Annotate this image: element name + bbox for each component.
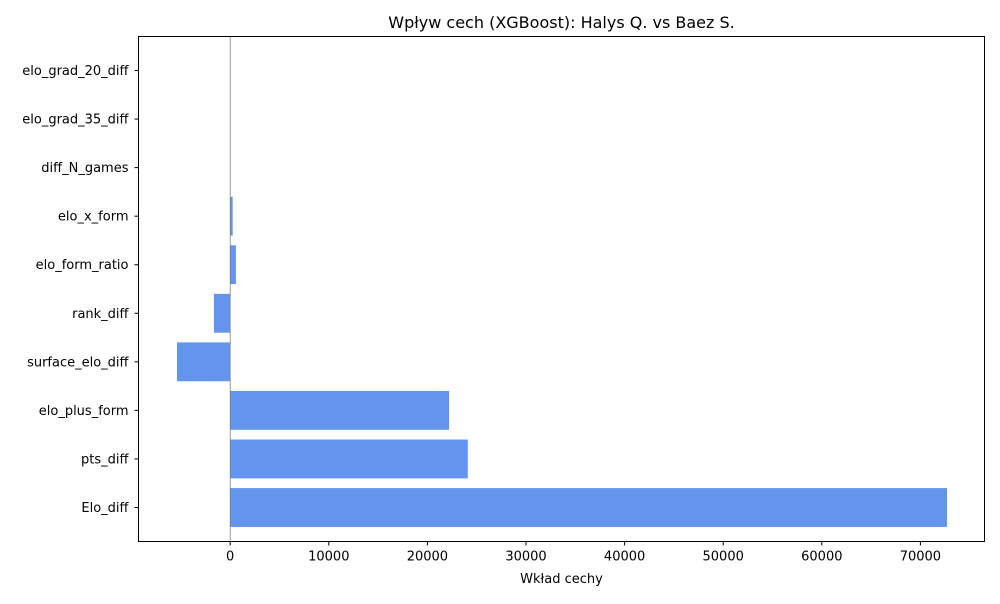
bar-pts_diff (230, 439, 468, 479)
y-category-label: elo_plus_form (39, 404, 129, 419)
bars-layer (176, 196, 948, 527)
y-category-label: Elo_diff (81, 501, 129, 516)
y-category-label: elo_grad_20_diff (22, 64, 129, 79)
y-category-label: pts_diff (81, 452, 129, 467)
y-axis-categories: Elo_diff pts_diff elo_plus_form surface_elo… (22, 64, 139, 516)
y-category-label: diff_N_games (41, 161, 128, 176)
y-category-label: elo_grad_35_diff (22, 113, 129, 128)
x-axis-label: Wkład cechy (520, 572, 603, 587)
bar-elo_form_ratio (230, 245, 236, 285)
x-axis-ticks: 0 10000 20000 30000 40000 50000 60000 70000 (226, 541, 941, 565)
x-tick-label: 40000 (604, 550, 645, 565)
chart-title: Wpływ cech (XGBoost): Halys Q. vs Baez S… (388, 13, 735, 32)
y-category-label: surface_elo_diff (27, 355, 129, 370)
x-tick-label: 20000 (407, 550, 448, 565)
bar-surface_elo_diff (176, 342, 231, 382)
bar-Elo_diff (230, 488, 948, 527)
x-tick-label: 60000 (801, 550, 842, 565)
x-tick-label: 30000 (505, 550, 546, 565)
bar-elo_x_form (230, 196, 233, 236)
plot-frame (138, 36, 985, 542)
x-tick-label: 0 (226, 550, 234, 565)
bar-rank_diff (213, 293, 231, 333)
x-tick-label: 10000 (308, 550, 349, 565)
y-category-label: elo_x_form (58, 210, 129, 225)
x-tick-label: 70000 (900, 550, 941, 565)
x-tick-label: 50000 (703, 550, 744, 565)
y-category-label: rank_diff (72, 307, 129, 322)
y-category-label: elo_form_ratio (36, 258, 129, 273)
bar-elo_plus_form (230, 390, 450, 430)
